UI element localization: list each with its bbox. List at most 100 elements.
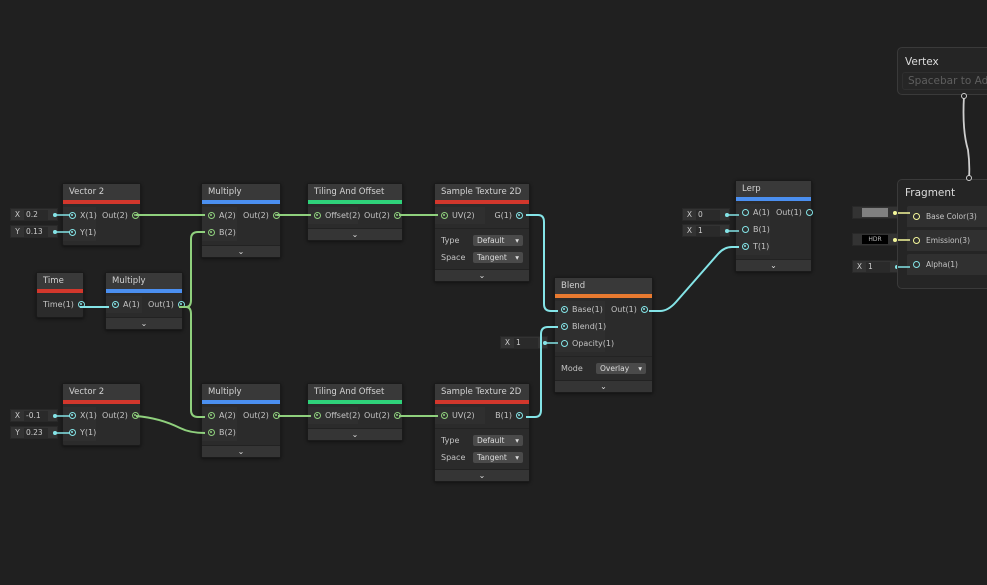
output-port[interactable]: Out(1) xyxy=(770,204,819,221)
field-vec2-bot-y[interactable]: Y 0.23 xyxy=(10,426,58,439)
hdr-color-swatch[interactable]: HDR xyxy=(862,235,888,244)
property-dropdown[interactable]: Default ▾ xyxy=(473,435,523,446)
property-dropdown[interactable]: Overlay ▾ xyxy=(596,363,646,374)
port-icon[interactable] xyxy=(69,212,76,219)
input-port[interactable]: Base(1) xyxy=(555,301,605,318)
port-icon[interactable] xyxy=(516,212,523,219)
field-value[interactable]: 0 xyxy=(696,209,721,220)
port-icon[interactable] xyxy=(69,429,76,436)
input-port[interactable]: A(1) xyxy=(736,204,770,221)
input-port[interactable]: A(2) xyxy=(202,207,237,224)
port-icon[interactable] xyxy=(913,213,920,220)
node-lerp[interactable]: Lerp A(1) B(1) T(1) Out(1) ⌄ xyxy=(735,180,813,272)
input-port[interactable]: UV(2) xyxy=(435,407,485,424)
port-icon[interactable] xyxy=(208,412,215,419)
field-value[interactable]: 1 xyxy=(514,337,539,348)
expand-chevron-icon[interactable]: ⌄ xyxy=(202,445,280,457)
input-port[interactable]: Opacity(1) xyxy=(555,335,614,352)
port-icon[interactable] xyxy=(441,412,448,419)
port-icon[interactable] xyxy=(393,212,401,219)
node-time[interactable]: Time Time(1) xyxy=(36,272,85,318)
color-swatch[interactable] xyxy=(862,208,888,217)
port-icon[interactable] xyxy=(69,229,76,236)
output-port[interactable]: G(1) xyxy=(488,207,529,224)
input-port[interactable]: T(1) xyxy=(736,238,770,255)
field-value[interactable]: 0.13 xyxy=(24,226,49,237)
port-icon[interactable] xyxy=(742,226,749,233)
port-icon[interactable] xyxy=(131,212,139,219)
port-icon[interactable] xyxy=(69,412,76,419)
output-port[interactable]: Out(2) xyxy=(237,407,286,424)
fragment-context[interactable]: Fragment Base Color(3) Emission(3) Alpha(1) xyxy=(897,179,987,289)
port-icon[interactable] xyxy=(441,212,448,219)
node-tile-bot[interactable]: Tiling And Offset Offset(2) Out(2) ⌄ xyxy=(307,383,403,441)
port-icon[interactable] xyxy=(640,306,648,313)
port-icon[interactable] xyxy=(393,412,401,419)
port-icon[interactable] xyxy=(805,209,813,216)
base-color-field[interactable] xyxy=(852,206,900,219)
node-tile-top[interactable]: Tiling And Offset Offset(2) Out(2) ⌄ xyxy=(307,183,403,241)
port-icon[interactable] xyxy=(208,229,215,236)
input-port[interactable]: Offset(2) xyxy=(308,407,360,424)
field-vec2-bot-x[interactable]: X -0.1 xyxy=(10,409,58,422)
port-icon[interactable] xyxy=(314,212,321,219)
port-icon[interactable] xyxy=(177,301,185,308)
input-port[interactable]: A(2) xyxy=(202,407,237,424)
field-value[interactable]: 1 xyxy=(866,261,891,272)
expand-chevron-icon[interactable]: ⌄ xyxy=(435,469,529,481)
port-icon[interactable] xyxy=(742,243,749,250)
input-port[interactable]: Blend(1) xyxy=(555,318,606,335)
port-icon[interactable] xyxy=(131,412,139,419)
output-port[interactable]: Time(1) xyxy=(37,296,91,313)
port-icon[interactable] xyxy=(561,323,568,330)
node-tex-top[interactable]: Sample Texture 2D UV(2) G(1) Type Default ▾ Sp… xyxy=(434,183,530,282)
node-mul-top[interactable]: Multiply A(2) B(2) Out(2) ⌄ xyxy=(201,183,281,258)
field-value[interactable]: 0.2 xyxy=(24,209,49,220)
node-tex-bot[interactable]: Sample Texture 2D UV(2) B(1) Type Default ▾ Sp… xyxy=(434,383,530,482)
input-port[interactable]: Offset(2) xyxy=(308,207,360,224)
field-value[interactable]: 1 xyxy=(696,225,721,236)
port-icon[interactable] xyxy=(742,209,749,216)
property-dropdown[interactable]: Tangent ▾ xyxy=(473,252,523,263)
port-icon[interactable] xyxy=(516,412,523,419)
emission-field[interactable]: HDR xyxy=(852,233,900,246)
port-icon[interactable] xyxy=(272,412,280,419)
input-port[interactable]: UV(2) xyxy=(435,207,485,224)
port-icon[interactable] xyxy=(208,212,215,219)
expand-chevron-icon[interactable]: ⌄ xyxy=(435,269,529,281)
input-port[interactable]: A(1) xyxy=(106,296,142,313)
node-vec2-top[interactable]: Vector 2 X(1) Y(1) Out(2) xyxy=(62,183,141,246)
output-port[interactable]: Out(2) xyxy=(237,207,286,224)
vertex-add-block-placeholder[interactable]: Spacebar to Add Block xyxy=(902,72,987,90)
node-vec2-bot[interactable]: Vector 2 X(1) Y(1) Out(2) xyxy=(62,383,141,446)
port-icon[interactable] xyxy=(272,212,280,219)
expand-chevron-icon[interactable]: ⌄ xyxy=(555,380,652,392)
node-mul-bot[interactable]: Multiply A(2) B(2) Out(2) ⌄ xyxy=(201,383,281,458)
output-port[interactable]: B(1) xyxy=(489,407,529,424)
expand-chevron-icon[interactable]: ⌄ xyxy=(308,228,402,240)
output-port[interactable]: Out(2) xyxy=(96,207,145,224)
fragment-block[interactable]: Emission(3) xyxy=(907,230,987,251)
vertex-context[interactable]: Vertex Spacebar to Add Block xyxy=(897,47,987,95)
field-value[interactable]: -0.1 xyxy=(24,410,49,421)
property-dropdown[interactable]: Default ▾ xyxy=(473,235,523,246)
port-icon[interactable] xyxy=(208,429,215,436)
port-icon[interactable] xyxy=(913,261,920,268)
field-value[interactable]: 0.23 xyxy=(24,427,49,438)
expand-chevron-icon[interactable]: ⌄ xyxy=(308,428,402,440)
output-port[interactable]: Out(1) xyxy=(605,301,654,318)
port-icon[interactable] xyxy=(561,340,568,347)
fragment-block[interactable]: Base Color(3) xyxy=(907,206,987,227)
field-vec2-top-y[interactable]: Y 0.13 xyxy=(10,225,58,238)
expand-chevron-icon[interactable]: ⌄ xyxy=(202,245,280,257)
node-blend[interactable]: Blend Base(1) Blend(1) Opacity(1) Out(1) Mode… xyxy=(554,277,653,393)
output-port[interactable]: Out(2) xyxy=(358,407,407,424)
port-icon[interactable] xyxy=(913,237,920,244)
input-port[interactable]: B(1) xyxy=(736,221,770,238)
output-port[interactable]: Out(1) xyxy=(142,296,191,313)
port-icon[interactable] xyxy=(77,301,85,308)
property-dropdown[interactable]: Tangent ▾ xyxy=(473,452,523,463)
